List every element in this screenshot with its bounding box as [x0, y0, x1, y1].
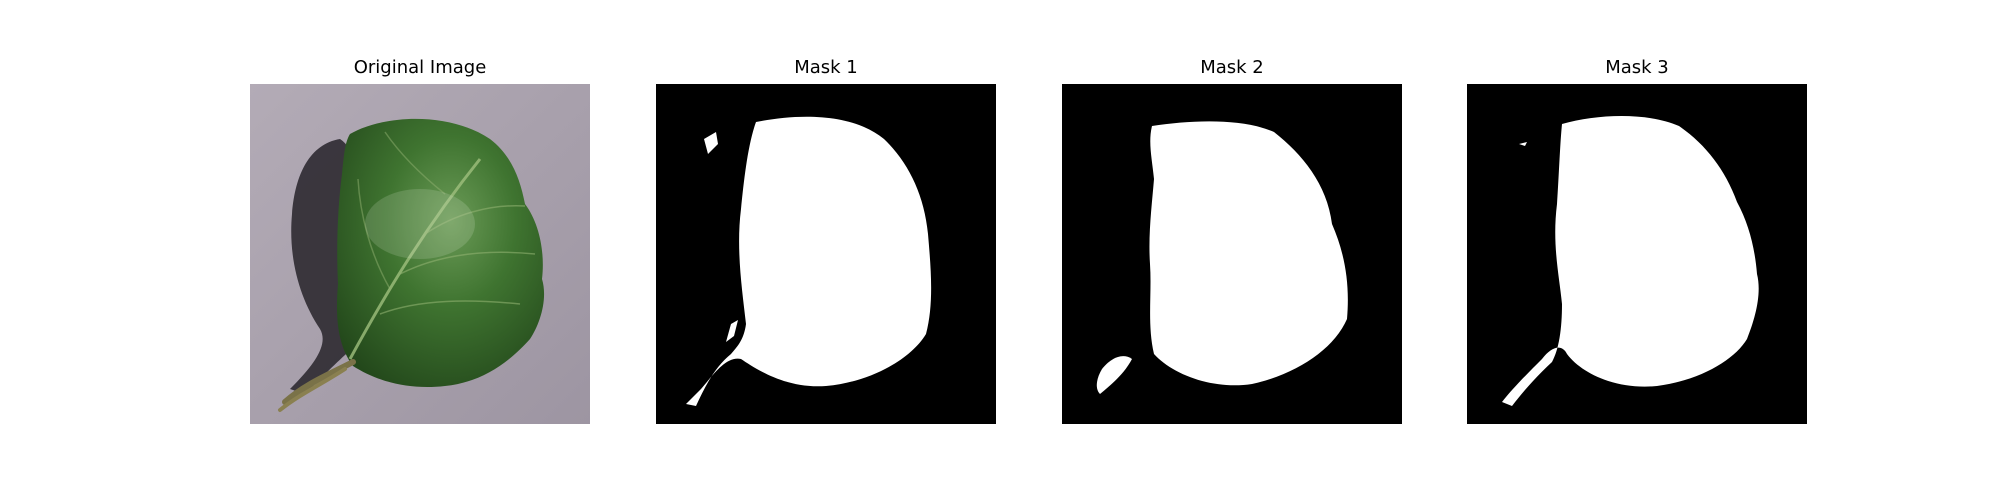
leaf-vein	[384, 131, 446, 195]
leaf-vein	[357, 178, 391, 290]
mask-3-image	[1467, 84, 1807, 424]
panel-mask-1: Mask 1	[656, 0, 996, 430]
leaf-vein	[379, 300, 521, 315]
leaf-highlight	[365, 189, 475, 259]
mask-1-image	[656, 84, 996, 424]
mask-region	[1502, 116, 1759, 406]
mask-fragment	[704, 132, 718, 154]
leaf-stem	[282, 359, 356, 405]
leaf-vein	[424, 205, 526, 235]
leaf-blade	[336, 118, 545, 388]
mask-region	[686, 116, 932, 406]
panel-title-mask-1: Mask 1	[794, 57, 858, 78]
mask-fragment	[1096, 356, 1132, 394]
mask-fragment	[1519, 142, 1527, 146]
panel-mask-2: Mask 2	[1062, 0, 1402, 430]
panel-mask-3: Mask 3	[1467, 0, 1807, 430]
panel-title-mask-2: Mask 2	[1200, 57, 1264, 78]
panel-title-original: Original Image	[353, 57, 487, 78]
mask-region	[1149, 121, 1348, 386]
leaf-stem	[278, 367, 347, 412]
leaf-vein	[399, 251, 536, 275]
mask-2-image	[1062, 84, 1402, 424]
mask-fragment	[726, 320, 738, 342]
panel-title-mask-3: Mask 3	[1605, 57, 1669, 78]
leaf-midrib	[348, 158, 482, 360]
leaf-photo	[250, 84, 590, 424]
panel-original: Original Image	[250, 0, 590, 430]
